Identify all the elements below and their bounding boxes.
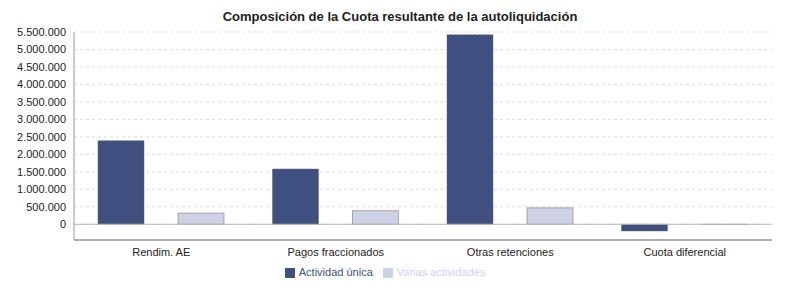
svg-text:3.500.000: 3.500.000 bbox=[17, 96, 66, 108]
svg-text:3.000.000: 3.000.000 bbox=[17, 113, 66, 125]
svg-text:1.500.000: 1.500.000 bbox=[17, 166, 66, 178]
svg-text:2.500.000: 2.500.000 bbox=[17, 131, 66, 143]
svg-text:1.000.000: 1.000.000 bbox=[17, 183, 66, 195]
html-text:Actividad única: Actividad única bbox=[298, 266, 373, 278]
svg-text:Pagos fraccionados: Pagos fraccionados bbox=[287, 246, 384, 258]
svg-text:500.000: 500.000 bbox=[26, 201, 66, 213]
html-text:Composición de la Cuota result: Composición de la Cuota resultante de la… bbox=[222, 9, 578, 24]
svg-text:4.000.000: 4.000.000 bbox=[17, 78, 66, 90]
svg-text:Otras retenciones: Otras retenciones bbox=[467, 246, 554, 258]
svg-text:2.000.000: 2.000.000 bbox=[17, 148, 66, 160]
svg-text:Rendim. AE: Rendim. AE bbox=[132, 246, 190, 258]
svg-text:5.500.000: 5.500.000 bbox=[17, 26, 66, 38]
svg-text:Cuota diferencial: Cuota diferencial bbox=[643, 246, 726, 258]
html-text:Varias actividades: Varias actividades bbox=[396, 266, 486, 278]
svg-text:4.500.000: 4.500.000 bbox=[17, 61, 66, 73]
svg-text:0: 0 bbox=[60, 218, 66, 230]
svg-text:5.000.000: 5.000.000 bbox=[17, 43, 66, 55]
